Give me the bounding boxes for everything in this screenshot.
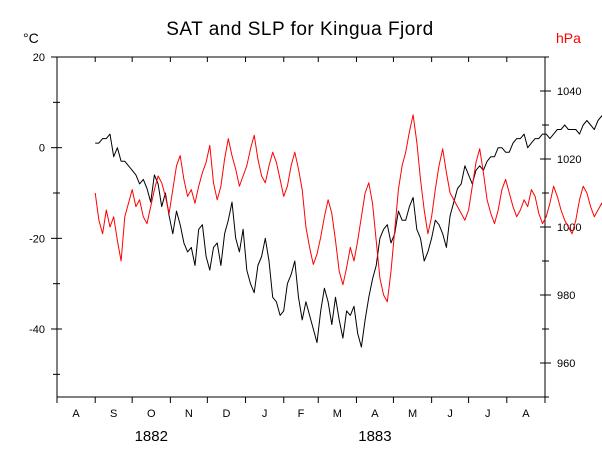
year-label: 1883 — [358, 428, 391, 445]
right-axis-unit: hPa — [556, 30, 581, 46]
month-label: M — [408, 408, 417, 420]
month-label: S — [110, 408, 117, 420]
left-tick-label: 20 — [33, 52, 45, 64]
plot-frame — [56, 56, 546, 398]
series-line-sat — [95, 115, 602, 348]
right-tick-label: 980 — [557, 290, 575, 302]
right-tick-label: 960 — [557, 358, 575, 370]
month-label: J — [485, 408, 491, 420]
month-label: M — [333, 408, 342, 420]
month-label: F — [298, 408, 305, 420]
series-line-slp — [94, 114, 602, 303]
month-label: J — [447, 408, 453, 420]
left-tick-label: 0 — [39, 143, 45, 155]
month-label: D — [222, 408, 230, 420]
year-label: 1882 — [135, 428, 168, 445]
month-label: O — [147, 408, 156, 420]
left-axis-unit: °C — [23, 30, 39, 46]
series-layer — [94, 114, 602, 348]
month-label: A — [72, 408, 80, 420]
left-tick-label: -20 — [29, 233, 45, 245]
month-label: J — [262, 408, 268, 420]
right-tick-label: 1020 — [557, 154, 581, 166]
labels-layer: A S O N D J F M A M J J A 1882 1883 — [72, 408, 530, 445]
left-tick-label: -40 — [29, 324, 45, 336]
chart-title: SAT and SLP for Kingua Fjord — [166, 19, 434, 40]
month-label: N — [185, 408, 193, 420]
right-tick-label: 1040 — [557, 86, 581, 98]
month-label: A — [522, 408, 530, 420]
month-label: A — [371, 408, 379, 420]
